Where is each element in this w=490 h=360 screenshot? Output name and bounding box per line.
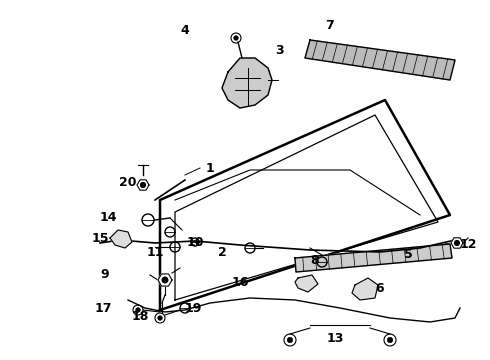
Text: 19: 19 <box>184 302 202 315</box>
Polygon shape <box>295 244 452 272</box>
Circle shape <box>136 308 140 312</box>
Text: 2: 2 <box>218 246 226 258</box>
Text: 13: 13 <box>326 332 343 345</box>
Circle shape <box>455 240 460 246</box>
Circle shape <box>141 183 146 188</box>
Polygon shape <box>158 274 172 286</box>
Text: 16: 16 <box>231 275 249 288</box>
Text: 4: 4 <box>181 23 189 36</box>
Polygon shape <box>305 40 455 80</box>
Circle shape <box>387 337 392 343</box>
Circle shape <box>234 36 238 40</box>
Text: 8: 8 <box>311 253 319 266</box>
Text: 12: 12 <box>459 239 477 252</box>
Circle shape <box>162 277 168 283</box>
Polygon shape <box>451 238 463 248</box>
Polygon shape <box>110 230 132 248</box>
Polygon shape <box>222 58 272 108</box>
Text: 15: 15 <box>91 231 109 244</box>
Circle shape <box>158 316 162 320</box>
Text: 5: 5 <box>404 248 413 261</box>
Text: 18: 18 <box>131 310 148 323</box>
Text: 9: 9 <box>100 269 109 282</box>
Circle shape <box>287 337 293 343</box>
Text: 7: 7 <box>326 18 334 32</box>
Polygon shape <box>352 278 378 300</box>
Text: 1: 1 <box>206 162 215 175</box>
Text: 17: 17 <box>94 302 112 315</box>
Text: 20: 20 <box>119 176 137 189</box>
Polygon shape <box>137 180 149 190</box>
Text: 10: 10 <box>186 235 204 248</box>
Text: 3: 3 <box>276 44 284 57</box>
Text: 6: 6 <box>376 282 384 294</box>
Polygon shape <box>295 275 318 292</box>
Text: 14: 14 <box>99 211 117 224</box>
Text: 11: 11 <box>146 246 164 258</box>
